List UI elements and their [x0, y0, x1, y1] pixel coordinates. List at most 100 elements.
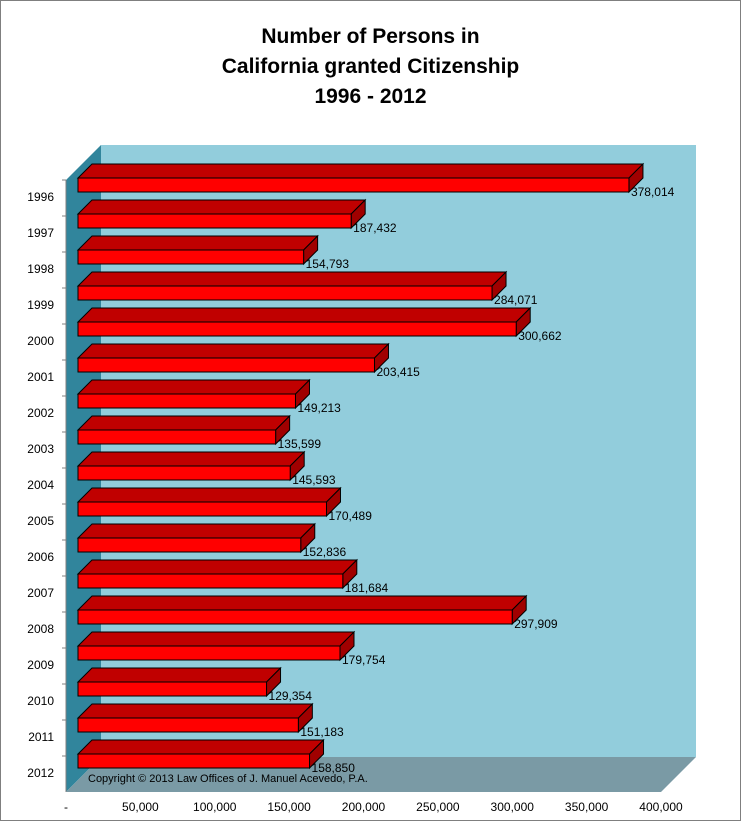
x-axis-ticks: - 50,000 100,000 150,000 200,000 250,000 300,0… [64, 800, 683, 814]
x-tick-label: 350,000 [565, 800, 609, 814]
value-label-2000: 300,662 [518, 329, 562, 343]
bar-front-face [77, 717, 299, 733]
category-label-2009: 2009 [27, 658, 54, 672]
bar-front-face [77, 645, 341, 661]
bar-top-face [76, 199, 367, 215]
bar-front-face [77, 429, 277, 445]
bar-2002 [76, 378, 311, 410]
value-label-2002: 149,213 [297, 401, 341, 415]
x-tick-label: 400,000 [639, 800, 683, 814]
value-label-1999: 284,071 [494, 293, 538, 307]
bar-2001 [76, 342, 390, 374]
category-label-2001: 2001 [27, 370, 54, 384]
value-label-2012: 158,850 [312, 761, 356, 775]
bar-1996 [76, 162, 645, 194]
value-label-2003: 135,599 [278, 437, 322, 451]
chart-title-line-3: 1996 - 2012 [314, 85, 427, 108]
value-label-2007: 181,684 [345, 581, 389, 595]
bar-1998 [76, 234, 319, 266]
bar-2009 [76, 630, 356, 662]
bar-top-face [76, 595, 528, 611]
bar-top-face [76, 667, 282, 683]
x-tick-label: 150,000 [267, 800, 311, 814]
bar-front-face [77, 753, 311, 769]
category-label-2008: 2008 [27, 622, 54, 636]
chart-title: Number of Persons in California granted … [0, 22, 741, 112]
bar-1997 [76, 198, 367, 230]
value-label-1998: 154,793 [306, 257, 350, 271]
bar-top-face [76, 559, 359, 575]
category-label-2005: 2005 [27, 514, 54, 528]
category-label-1997: 1997 [27, 226, 54, 240]
category-label-2004: 2004 [27, 478, 54, 492]
bar-2003 [76, 414, 291, 446]
category-label-2003: 2003 [27, 442, 54, 456]
value-label-1996: 378,014 [631, 185, 675, 199]
bar-2004 [76, 450, 306, 482]
bar-2007 [76, 558, 359, 590]
chart-title-line-2: California granted Citizenship [221, 55, 520, 78]
bar-2008 [76, 594, 528, 626]
bar-2012 [76, 738, 325, 770]
bar-front-face [77, 573, 344, 589]
bar-front-face [77, 537, 302, 553]
bar-top-face [76, 739, 325, 755]
bar-2005 [76, 486, 342, 518]
bar-top-face [76, 271, 508, 287]
category-label-2012: 2012 [27, 766, 54, 780]
bar-2010 [76, 666, 282, 698]
bar-top-face [76, 379, 311, 395]
category-label-2006: 2006 [27, 550, 54, 564]
x-tick-label: - [64, 800, 68, 814]
x-tick-label: 200,000 [342, 800, 386, 814]
bar-front-face [77, 681, 268, 697]
bar-top-face [76, 703, 314, 719]
x-tick-label: 250,000 [416, 800, 460, 814]
bar-top-face [76, 343, 390, 359]
x-tick-label: 300,000 [491, 800, 535, 814]
bar-top-face [76, 307, 532, 323]
bar-front-face [77, 357, 375, 373]
chart-title-line-1: Number of Persons in [261, 25, 480, 48]
bar-front-face [77, 465, 291, 481]
bar-top-face [76, 235, 319, 251]
bar-top-face [76, 487, 342, 503]
bar-top-face [76, 163, 645, 179]
copyright-annotation: Copyright © 2013 Law Offices of J. Manue… [88, 773, 368, 785]
category-label-1999: 1999 [27, 298, 54, 312]
category-labels: 1996 1997 1998 1999 2000 2001 2002 2003 2004 2005… [27, 179, 66, 780]
bar-top-face [76, 451, 306, 467]
bar-front-face [77, 393, 296, 409]
category-label-2000: 2000 [27, 334, 54, 348]
bar-front-face [77, 213, 352, 229]
value-label-2004: 145,593 [292, 473, 336, 487]
category-label-2010: 2010 [27, 694, 54, 708]
value-label-2011: 151,183 [300, 725, 344, 739]
category-label-2002: 2002 [27, 406, 54, 420]
category-label-2007: 2007 [27, 586, 54, 600]
bar-front-face [77, 249, 305, 265]
value-label-1997: 187,432 [353, 221, 397, 235]
value-label-2008: 297,909 [514, 617, 558, 631]
category-label-1998: 1998 [27, 262, 54, 276]
bar-front-face [77, 609, 513, 625]
value-label-2001: 203,415 [376, 365, 420, 379]
bar-top-face [76, 631, 356, 647]
value-label-2006: 152,836 [303, 545, 347, 559]
bar-front-face [77, 501, 327, 517]
bar-top-face [76, 523, 316, 539]
x-tick-label: 100,000 [193, 800, 237, 814]
value-label-2010: 129,354 [269, 689, 313, 703]
bar-top-face [76, 415, 291, 431]
value-label-2005: 170,489 [328, 509, 372, 523]
bar-1999 [76, 270, 508, 302]
x-tick-label: 50,000 [122, 800, 159, 814]
bar-front-face [77, 285, 493, 301]
bar-2011 [76, 702, 314, 734]
category-label-2011: 2011 [28, 730, 54, 744]
bars-group: 378,014 187,432 154,793 284,071 300,662 203,4… [76, 162, 675, 775]
bar-front-face [77, 177, 630, 193]
bar-2006 [76, 522, 316, 554]
category-label-1996: 1996 [27, 190, 54, 204]
